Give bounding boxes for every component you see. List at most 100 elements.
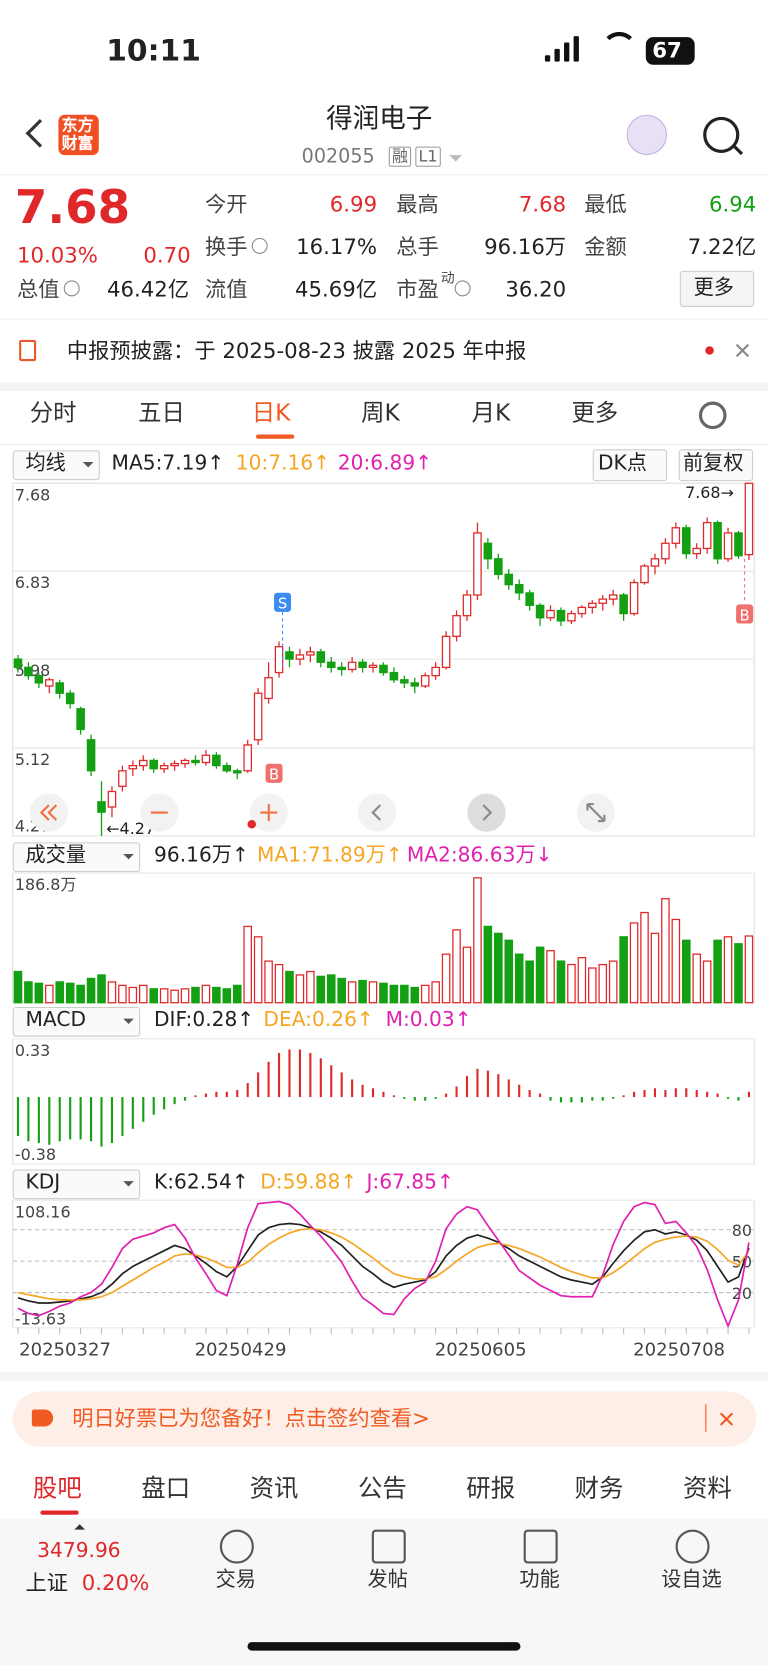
notice-text: 中报预披露：于 2025-08-23 披露 2025 年中报 (66, 337, 527, 364)
bottom-bar (0, 1518, 768, 1666)
volume-bar (640, 911, 649, 1004)
volume-bar (608, 960, 618, 1004)
tab[interactable]: 周K (361, 400, 400, 428)
volume-bar (452, 929, 461, 1004)
selector-label[interactable]: 均线 (25, 451, 66, 475)
volume-bar (713, 939, 722, 1004)
tab-underline (255, 434, 295, 439)
robot-icon (626, 114, 668, 156)
candle-body (118, 770, 127, 787)
divider (0, 382, 768, 391)
fq-label[interactable]: 前复权 (682, 451, 744, 475)
volume-bar (431, 981, 440, 1004)
tab[interactable]: 更多 (571, 400, 619, 428)
action-label[interactable]: 交易 (215, 1567, 256, 1592)
bottom-tab[interactable]: 股吧 (32, 1475, 82, 1504)
volume-bar (379, 982, 388, 1004)
volume-bar (368, 981, 378, 1004)
index-name: 上证 (25, 1569, 68, 1596)
dk-label[interactable]: DK点 (598, 451, 647, 475)
trade-marker (736, 604, 754, 624)
battery-level: 67 (652, 37, 682, 63)
candle-body (431, 666, 440, 677)
banner[interactable] (12, 1391, 757, 1447)
volume-bar (535, 946, 545, 1004)
volume-bar (128, 986, 138, 1004)
candle-body (170, 762, 179, 767)
bottom-tab[interactable]: 研报 (466, 1475, 516, 1504)
trade-marker (274, 592, 292, 612)
bottom-tab[interactable]: 盘口 (141, 1475, 191, 1504)
info-icon (251, 237, 268, 254)
action-label[interactable]: 设自选 (661, 1567, 722, 1592)
more-button[interactable] (679, 270, 755, 307)
tab[interactable]: 分时 (29, 400, 77, 428)
candle-body (556, 609, 566, 622)
candle-body (702, 521, 712, 550)
chart-control-icon (39, 804, 58, 821)
bottom-tab[interactable]: 财务 (574, 1475, 624, 1504)
action-icon[interactable] (219, 1529, 254, 1564)
action-icon[interactable] (371, 1529, 406, 1564)
candle-body (107, 790, 117, 808)
field-value: 36.20 (505, 276, 567, 302)
volume-bar (201, 984, 211, 1004)
selector[interactable] (12, 1006, 141, 1037)
candle-body (567, 612, 576, 622)
bottom-tab[interactable]: 资料 (682, 1475, 732, 1504)
banner-text[interactable]: 明日好票已为您备好！点击签约查看> (72, 1405, 430, 1431)
volume-bar (13, 970, 23, 1004)
candle-body (650, 558, 660, 567)
right-tick-label: 20 (732, 1284, 752, 1303)
signal-bar (573, 36, 579, 62)
volume-bar (494, 932, 503, 1004)
candle-body (504, 573, 514, 586)
volume-bar (588, 967, 597, 1004)
fq-button[interactable] (678, 449, 754, 482)
action-icon[interactable] (523, 1529, 558, 1564)
action-label[interactable]: 发帖 (367, 1567, 408, 1592)
chart-control-icon (586, 803, 606, 823)
back[interactable] (25, 119, 55, 148)
y-tick-label: 6.83 (15, 573, 50, 592)
candle-body (514, 584, 524, 594)
field-label: 总手 (396, 233, 439, 260)
selector-label[interactable]: KDJ (25, 1170, 61, 1194)
volume-bar (723, 936, 733, 1004)
trade-marker (265, 763, 283, 783)
date-label: 20250605 (435, 1339, 527, 1360)
tab[interactable]: 五日 (138, 400, 185, 428)
y-tick-label: 7.68 (15, 485, 50, 504)
volume-bar (681, 939, 691, 1004)
selector-label[interactable]: 成交量 (25, 843, 87, 867)
candle-body (306, 651, 315, 656)
selector[interactable] (12, 1169, 141, 1200)
dk-button[interactable] (592, 449, 668, 482)
tab[interactable]: 月K (471, 400, 511, 428)
field-value: 6.94 (708, 191, 757, 217)
volume-bar (253, 936, 263, 1004)
search[interactable] (703, 116, 740, 153)
settings[interactable] (698, 401, 727, 430)
bottom-tab[interactable]: 资讯 (249, 1475, 299, 1504)
action-label[interactable]: 功能 (519, 1567, 560, 1592)
candle-body (400, 679, 409, 684)
candle-body (671, 527, 681, 544)
selector-label[interactable]: MACD (25, 1008, 87, 1032)
selector[interactable] (12, 842, 141, 873)
volume-bar (24, 981, 33, 1004)
candle-body (295, 654, 305, 660)
candle-body (525, 592, 534, 606)
more-label[interactable]: 更多 (693, 276, 734, 300)
action-icon[interactable] (675, 1529, 710, 1564)
candle-body (598, 598, 608, 604)
tab[interactable]: 日K (251, 400, 291, 428)
candle-body (274, 646, 284, 674)
field-label: 最高 (396, 191, 439, 217)
volume-bar (76, 984, 85, 1004)
volume-bar (692, 953, 702, 1004)
clock: 10:11 (106, 32, 201, 68)
candle-body (661, 542, 670, 560)
bottom-tab[interactable]: 公告 (357, 1475, 407, 1504)
kdj-line (17, 1200, 750, 1329)
